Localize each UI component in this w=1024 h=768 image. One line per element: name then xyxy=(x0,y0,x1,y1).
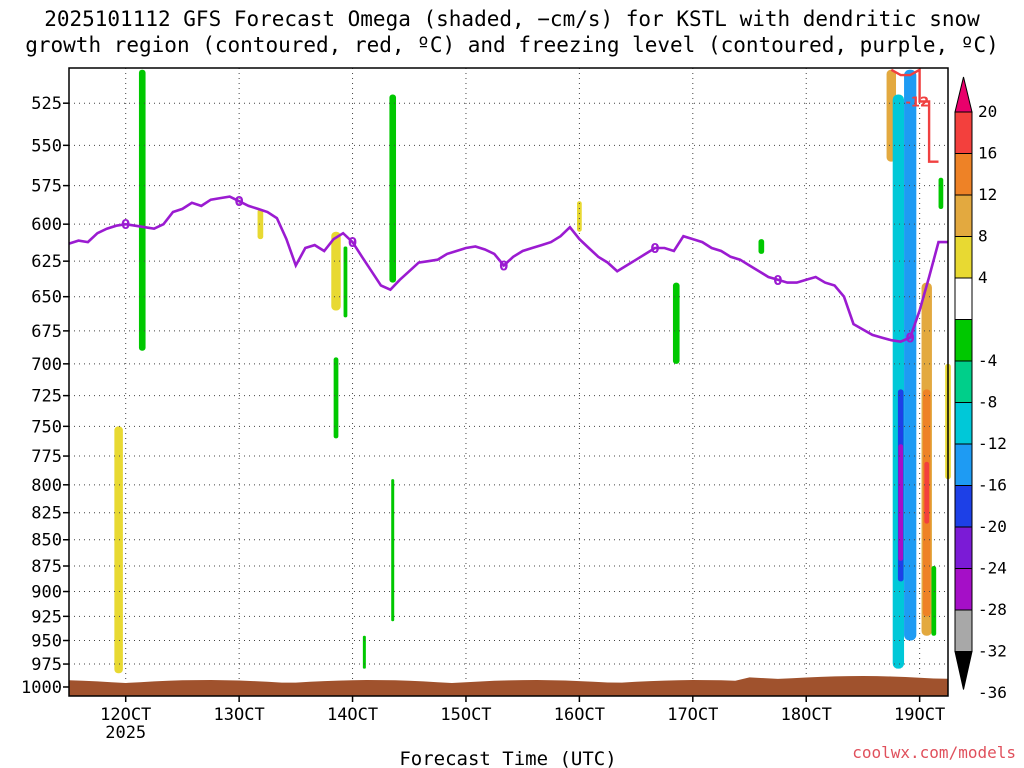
y-tick-label: 575 xyxy=(31,177,62,197)
x-tick-label: 19OCT xyxy=(894,705,945,725)
x-tick-label: 16OCT xyxy=(554,705,605,725)
omega-shading xyxy=(114,69,961,674)
y-tick-label: 625 xyxy=(31,252,62,272)
colorbar-label: 16 xyxy=(978,144,997,163)
colorbar-segment xyxy=(954,277,973,320)
omega-blob xyxy=(257,208,264,240)
x-tick-label: 14OCT xyxy=(327,705,378,725)
y-tick-label: 600 xyxy=(31,215,62,235)
omega-blob xyxy=(138,69,146,351)
x-tick-label: 18OCT xyxy=(781,705,832,725)
omega-blob xyxy=(758,239,765,254)
plot-frame xyxy=(68,67,949,697)
y-tick-label: 850 xyxy=(31,531,62,551)
colorbar-label: -36 xyxy=(978,683,1007,702)
freezing-level-label: 0 xyxy=(906,332,915,347)
x-tick-label: 12OCT xyxy=(100,705,151,725)
omega-blob xyxy=(931,566,937,636)
colorbar-segment xyxy=(954,319,973,362)
y-tick-label: 900 xyxy=(31,583,62,603)
colorbar-segment xyxy=(954,485,973,528)
colorbar-segment xyxy=(954,153,973,196)
x-tick-label: 17OCT xyxy=(667,705,718,725)
y-tick-label: 775 xyxy=(31,447,62,467)
omega-blob xyxy=(391,479,395,622)
colorbar-label: 4 xyxy=(978,268,988,287)
chart-title: 2025101112 GFS Forecast Omega (shaded, −… xyxy=(25,7,999,57)
colorbar-segment xyxy=(954,402,973,445)
colorbar-label: -24 xyxy=(978,559,1007,578)
colorbar: 20 16 12 8 4 -4 -8 -12 -16 -20 -24 -28 -32 -36 xyxy=(954,76,1007,702)
colorbar-label: -28 xyxy=(978,600,1007,619)
colorbar-segment xyxy=(954,443,973,486)
colorbar-segment xyxy=(954,111,973,154)
y-tick-label: 675 xyxy=(31,322,62,342)
colorbar-segment xyxy=(954,236,973,279)
axes: 525 550 575 600 625 650 675 700 725 750 775 800 825 8… xyxy=(21,67,949,768)
freezing-level-label: 0 xyxy=(499,259,508,274)
freezing-level-label: 0 xyxy=(348,236,357,251)
omega-blob xyxy=(577,201,582,232)
y-tick-label: 800 xyxy=(31,476,62,496)
freezing-level-label: 0 xyxy=(121,218,130,233)
y-tick-label: 525 xyxy=(31,94,62,114)
y-tick-label: 1000 xyxy=(21,678,62,698)
x-axis-label: Forecast Time (UTC) xyxy=(399,748,616,768)
dgz-contour-line xyxy=(890,67,939,163)
omega-blob xyxy=(938,177,944,209)
freezing-level-label: 0 xyxy=(235,195,244,210)
omega-blob xyxy=(331,231,341,311)
colorbar-top-arrow xyxy=(954,76,973,113)
x-tick-year: 2025 xyxy=(105,723,146,743)
omega-blob xyxy=(389,94,397,283)
y-tick-label: 650 xyxy=(31,288,62,308)
omega-blob xyxy=(892,94,905,669)
freezing-level-label: 0 xyxy=(773,274,782,289)
colorbar-label: 20 xyxy=(978,102,997,121)
omega-blob xyxy=(898,444,904,561)
dgz-contour-label: -12 xyxy=(906,95,930,110)
colorbar-label: -4 xyxy=(978,351,997,370)
colorbar-segment xyxy=(954,360,973,403)
omega-blob xyxy=(114,426,123,674)
omega-blob xyxy=(343,246,348,318)
colorbar-label: -8 xyxy=(978,393,997,412)
y-tick-label: 975 xyxy=(31,655,62,675)
y-tick-label: 700 xyxy=(31,355,62,375)
y-tick-label: 725 xyxy=(31,387,62,407)
y-tick-label: 950 xyxy=(31,632,62,652)
colorbar-segment xyxy=(954,568,973,611)
omega-blob xyxy=(362,635,366,669)
colorbar-segment xyxy=(954,526,973,569)
colorbar-label: 8 xyxy=(978,227,988,246)
terrain xyxy=(69,676,948,696)
y-tick-label: 750 xyxy=(31,417,62,437)
colorbar-bottom-arrow xyxy=(954,651,973,690)
grid xyxy=(69,68,948,696)
freezing-level-label: 0 xyxy=(650,242,659,257)
y-tick-label: 550 xyxy=(31,136,62,156)
colorbar-segment xyxy=(954,194,973,237)
x-tick-label: 15OCT xyxy=(440,705,491,725)
omega-blob xyxy=(333,357,339,439)
colorbar-label: -16 xyxy=(978,476,1007,495)
terrain-fill xyxy=(69,676,948,696)
colorbar-segment xyxy=(954,609,973,652)
colorbar-label: -12 xyxy=(978,434,1007,453)
omega-blob xyxy=(672,282,680,364)
freezing-level-line xyxy=(68,195,948,343)
x-tick-label: 13OCT xyxy=(214,705,265,725)
colorbar-label: 12 xyxy=(978,185,997,204)
y-tick-label: 825 xyxy=(31,504,62,524)
colorbar-label: -20 xyxy=(978,517,1007,536)
y-tick-label: 925 xyxy=(31,607,62,627)
omega-blob xyxy=(904,69,917,641)
credit: coolwx.com/models xyxy=(852,743,1016,762)
omega-blob xyxy=(924,461,930,524)
y-tick-label: 875 xyxy=(31,557,62,577)
colorbar-label: -32 xyxy=(978,642,1007,661)
contour-lines: 0 0 0 0 0 0 0 -12 xyxy=(68,67,948,347)
